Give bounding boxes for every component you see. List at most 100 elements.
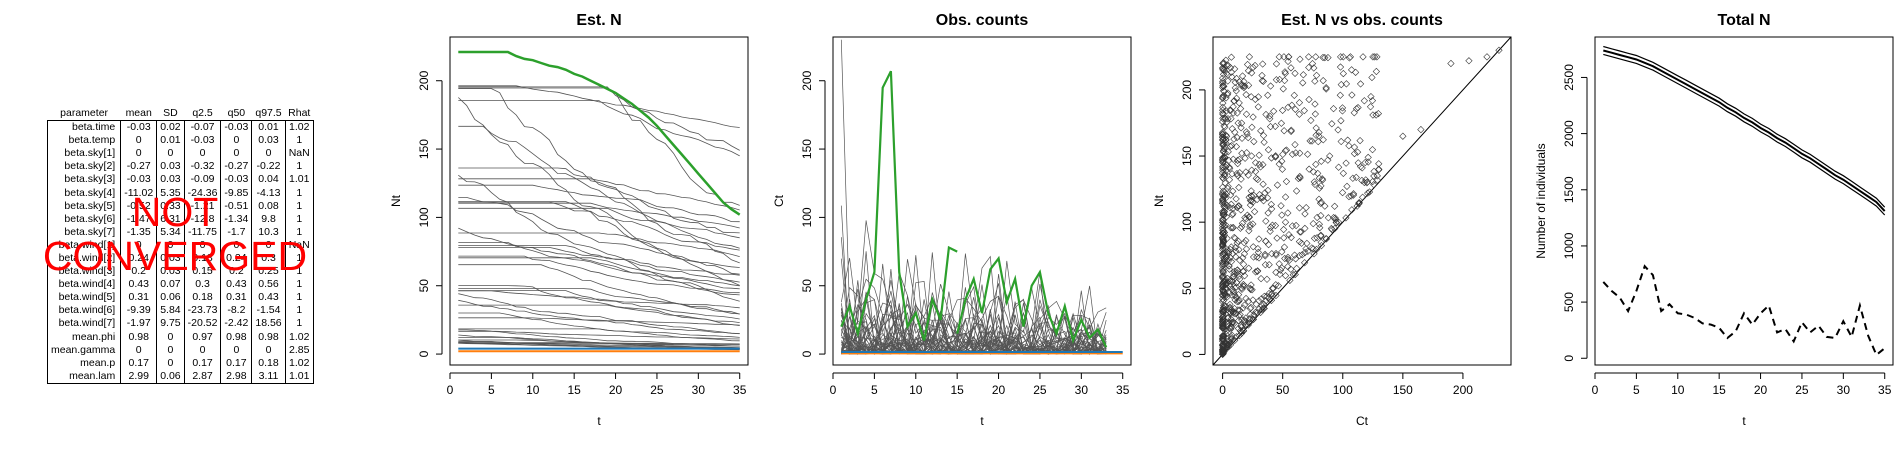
scatter-point	[1342, 159, 1350, 167]
scatter-point	[1243, 211, 1251, 219]
x-tick-label: 30	[1837, 383, 1851, 397]
scatter-point	[1267, 296, 1276, 305]
stats-cell: 9.8	[251, 212, 286, 226]
scatter-point	[1299, 71, 1307, 79]
scatter-point	[1246, 223, 1254, 231]
scatter-point	[1218, 283, 1227, 291]
stats-cell: 0.08	[251, 199, 286, 213]
y-tick-label: 200	[417, 70, 431, 90]
scatter-point	[1313, 213, 1321, 222]
background-series-line	[841, 280, 1107, 356]
scatter-point	[1227, 333, 1235, 341]
scatter-point	[1345, 54, 1354, 62]
scatter-point	[1219, 64, 1227, 72]
scatter-point	[1246, 304, 1254, 313]
scatter-point	[1225, 265, 1234, 273]
scatter-point	[1338, 188, 1347, 197]
x-axis-label: t	[980, 414, 984, 428]
scatter-point	[1365, 188, 1374, 196]
x-axis: 0 50 100 150 200	[1219, 372, 1473, 397]
background-series-line	[458, 290, 740, 309]
scatter-point	[1228, 277, 1237, 286]
stats-cell: 1.02	[284, 120, 314, 135]
scatter-point	[1322, 85, 1330, 93]
y-axis: 0 50 100 150 200	[417, 70, 443, 357]
stats-cell: 0.18	[251, 356, 286, 370]
scatter-point	[1253, 195, 1261, 204]
scatter-point	[1226, 191, 1235, 199]
scatter-point	[1234, 119, 1242, 127]
scatter-point	[1322, 84, 1330, 92]
stats-param-name: beta.sky[7]	[46, 225, 122, 239]
scatter-point	[1334, 126, 1342, 134]
scatter-point	[1345, 142, 1353, 150]
stats-cell: 0.3	[183, 278, 222, 292]
scatter-point	[1279, 85, 1287, 93]
scatter-point	[1235, 183, 1243, 192]
stats-cell: 0.15	[183, 265, 222, 279]
stats-param-name: mean.phi	[46, 330, 122, 344]
panel-1: Est. N t Nt 0 5 10 15 20 25 30 35 0 50 100 150 200	[389, 12, 749, 428]
plot-frame	[449, 36, 749, 366]
scatter-point	[1229, 309, 1237, 317]
scatter-point	[1280, 53, 1288, 61]
y-tick-label: 2000	[1562, 120, 1576, 147]
scatter-point	[1249, 63, 1257, 71]
scatter-point	[1291, 141, 1299, 149]
scatter-point	[1317, 211, 1325, 220]
scatter-point	[1234, 237, 1242, 245]
scatter-point	[1315, 195, 1323, 203]
scatter-point	[1284, 53, 1293, 61]
scatter-point	[1234, 316, 1243, 325]
scatter-point	[1219, 250, 1227, 258]
scatter-point	[1284, 103, 1292, 111]
background-series-line	[458, 232, 740, 257]
highlight-series-line	[458, 50, 741, 216]
x-axis: 0 5 10 15 20 25 30 35	[447, 372, 747, 397]
scatter-point	[1311, 100, 1319, 108]
stats-cell: 0.03	[156, 265, 185, 279]
stats-row: beta.wind[4] 0.43 0.07 0.3 0.43 0.56 1	[46, 278, 314, 292]
scatter-point	[1315, 184, 1324, 192]
scatter-point	[1288, 101, 1296, 109]
scatter-point	[1219, 196, 1227, 204]
scatter-point	[1310, 178, 1318, 186]
scatter-point	[1273, 234, 1281, 242]
scatter-point	[1259, 304, 1268, 312]
background-series-line	[840, 286, 1107, 355]
scatter-point	[1219, 291, 1227, 300]
background-series-line	[458, 293, 740, 335]
stats-cell: -23.73	[183, 304, 222, 318]
scatter-point	[1233, 239, 1241, 247]
scatter-point	[1291, 270, 1299, 279]
scatter-point	[1236, 306, 1244, 314]
stats-param-name: beta.sky[3]	[46, 173, 122, 187]
y-tick-label: 50	[1180, 281, 1194, 295]
scatter-point	[1228, 318, 1236, 326]
scatter-point	[1289, 271, 1297, 279]
scatter-point	[1359, 193, 1367, 201]
scatter-point	[1242, 110, 1251, 118]
scatter-point	[1221, 290, 1229, 298]
scatter-point	[1267, 290, 1276, 299]
scatter-point	[1272, 291, 1280, 300]
stats-cell: -9.85	[220, 186, 253, 200]
scatter-point	[1324, 214, 1333, 222]
stats-cell: 1	[284, 212, 314, 226]
background-series-line	[840, 39, 1107, 355]
scatter-point	[1315, 128, 1323, 137]
x-tick-label: 30	[692, 383, 706, 397]
scatter-point	[1280, 225, 1288, 234]
stats-cell: 0.17	[120, 356, 158, 370]
stats-cell: -0.32	[183, 160, 222, 174]
stats-cell: -1.7	[220, 225, 253, 239]
scatter-point	[1275, 160, 1283, 168]
scatter-point	[1242, 321, 1250, 329]
scatter-point	[1349, 191, 1358, 199]
scatter-point	[1219, 287, 1227, 295]
scatter-point	[1249, 296, 1257, 304]
scatter-point	[1352, 105, 1361, 113]
scatter-point	[1296, 174, 1304, 182]
scatter-point	[1222, 61, 1231, 69]
scatter-point	[1276, 266, 1285, 274]
